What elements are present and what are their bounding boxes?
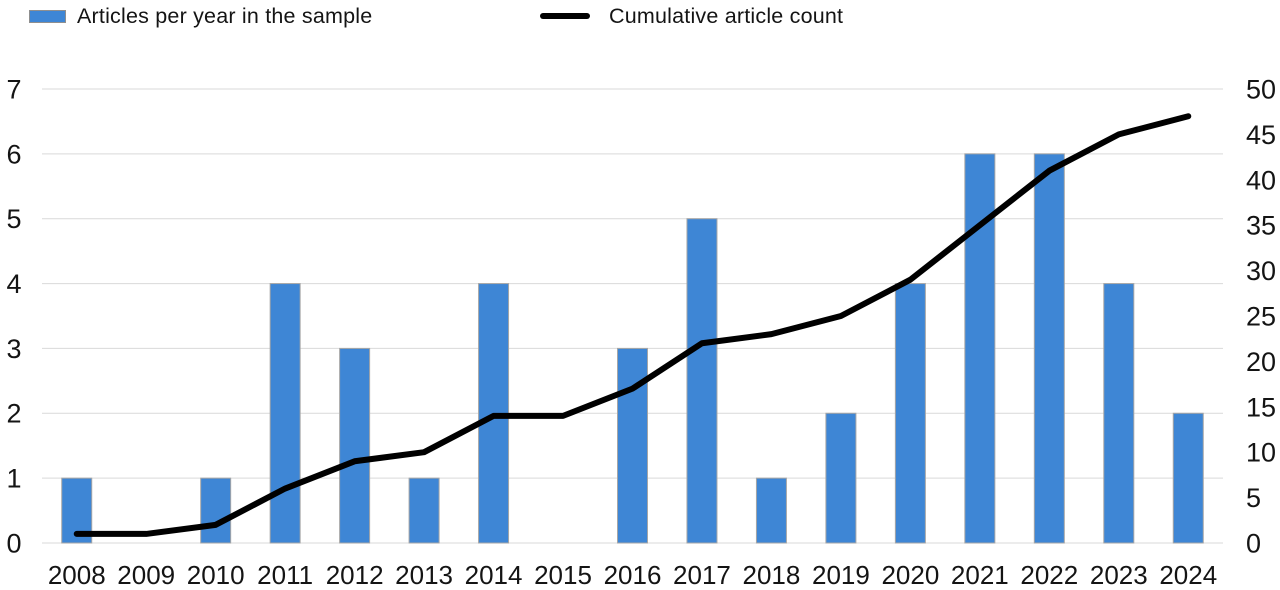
bar-2019 [825, 412, 857, 544]
bar-2018 [755, 477, 787, 544]
cumulative-line [73, 113, 1192, 537]
x-axis-tick-label: 2019 [812, 560, 870, 590]
left-axis-tick-label: 4 [6, 269, 21, 299]
bar-2022 [1033, 153, 1065, 544]
right-axis-tick-label: 40 [1246, 165, 1276, 195]
x-axis-tick-label: 2016 [604, 560, 662, 590]
legend-item-line: Cumulative article count [540, 3, 843, 29]
line-series-marker-icon [540, 13, 590, 19]
x-axis-tick-label: 2014 [465, 560, 523, 590]
x-axis-tick-label: 2013 [395, 560, 453, 590]
x-axis-tick-label: 2012 [326, 560, 384, 590]
x-axis-tick-label: 2021 [951, 560, 1009, 590]
bar-2011 [269, 283, 301, 544]
x-axis-tick-label: 2015 [534, 560, 592, 590]
right-axis-tick-label: 15 [1246, 392, 1276, 422]
left-axis-tick-label: 6 [6, 139, 21, 169]
right-axis-tick-label: 5 [1246, 483, 1261, 513]
bar-2013 [408, 477, 440, 544]
x-axis-tick-label: 2017 [673, 560, 731, 590]
bar-2020 [894, 283, 926, 544]
right-axis-tick-label: 25 [1246, 301, 1276, 331]
bar-2017 [686, 218, 718, 544]
bar-series-legend-label: Articles per year in the sample [77, 3, 373, 28]
bar-series-swatch-icon [29, 9, 66, 23]
x-axis-tick-label: 2022 [1020, 560, 1078, 590]
x-axis-tick-label: 2011 [257, 560, 313, 590]
left-axis-tick-label: 7 [6, 74, 21, 104]
left-axis-tick-label: 1 [6, 464, 21, 494]
x-axis-tick-label: 2023 [1090, 560, 1148, 590]
right-axis-tick-label: 0 [1246, 528, 1261, 558]
bar-2012 [339, 347, 371, 544]
x-axis-tick-label: 2008 [48, 560, 106, 590]
x-axis-tick-label: 2009 [117, 560, 175, 590]
x-axis-tick-label: 2024 [1159, 560, 1217, 590]
legend-item-bars: Articles per year in the sample [29, 3, 372, 29]
bar-2021 [964, 153, 996, 544]
x-axis-tick-label: 2020 [881, 560, 939, 590]
left-axis-tick-label: 2 [6, 399, 21, 429]
right-axis-tick-label: 50 [1246, 74, 1276, 104]
bar-2023 [1103, 283, 1135, 544]
right-axis-tick-label: 20 [1246, 347, 1276, 377]
bar-2016 [617, 347, 648, 544]
left-axis-tick-label: 5 [6, 204, 21, 234]
line-series-legend-label: Cumulative article count [609, 3, 844, 28]
bar-2024 [1172, 412, 1204, 544]
x-axis-tick-label: 2010 [187, 560, 245, 590]
x-axis-tick-label: 2018 [743, 560, 801, 590]
right-axis-tick-label: 10 [1246, 438, 1276, 468]
left-axis-tick-label: 0 [6, 528, 21, 558]
bar-2010 [200, 477, 232, 544]
right-axis-tick-label: 35 [1246, 211, 1276, 241]
right-axis-tick-label: 30 [1246, 256, 1276, 286]
right-axis-tick-label: 45 [1246, 120, 1276, 150]
left-axis-tick-label: 3 [6, 334, 21, 364]
